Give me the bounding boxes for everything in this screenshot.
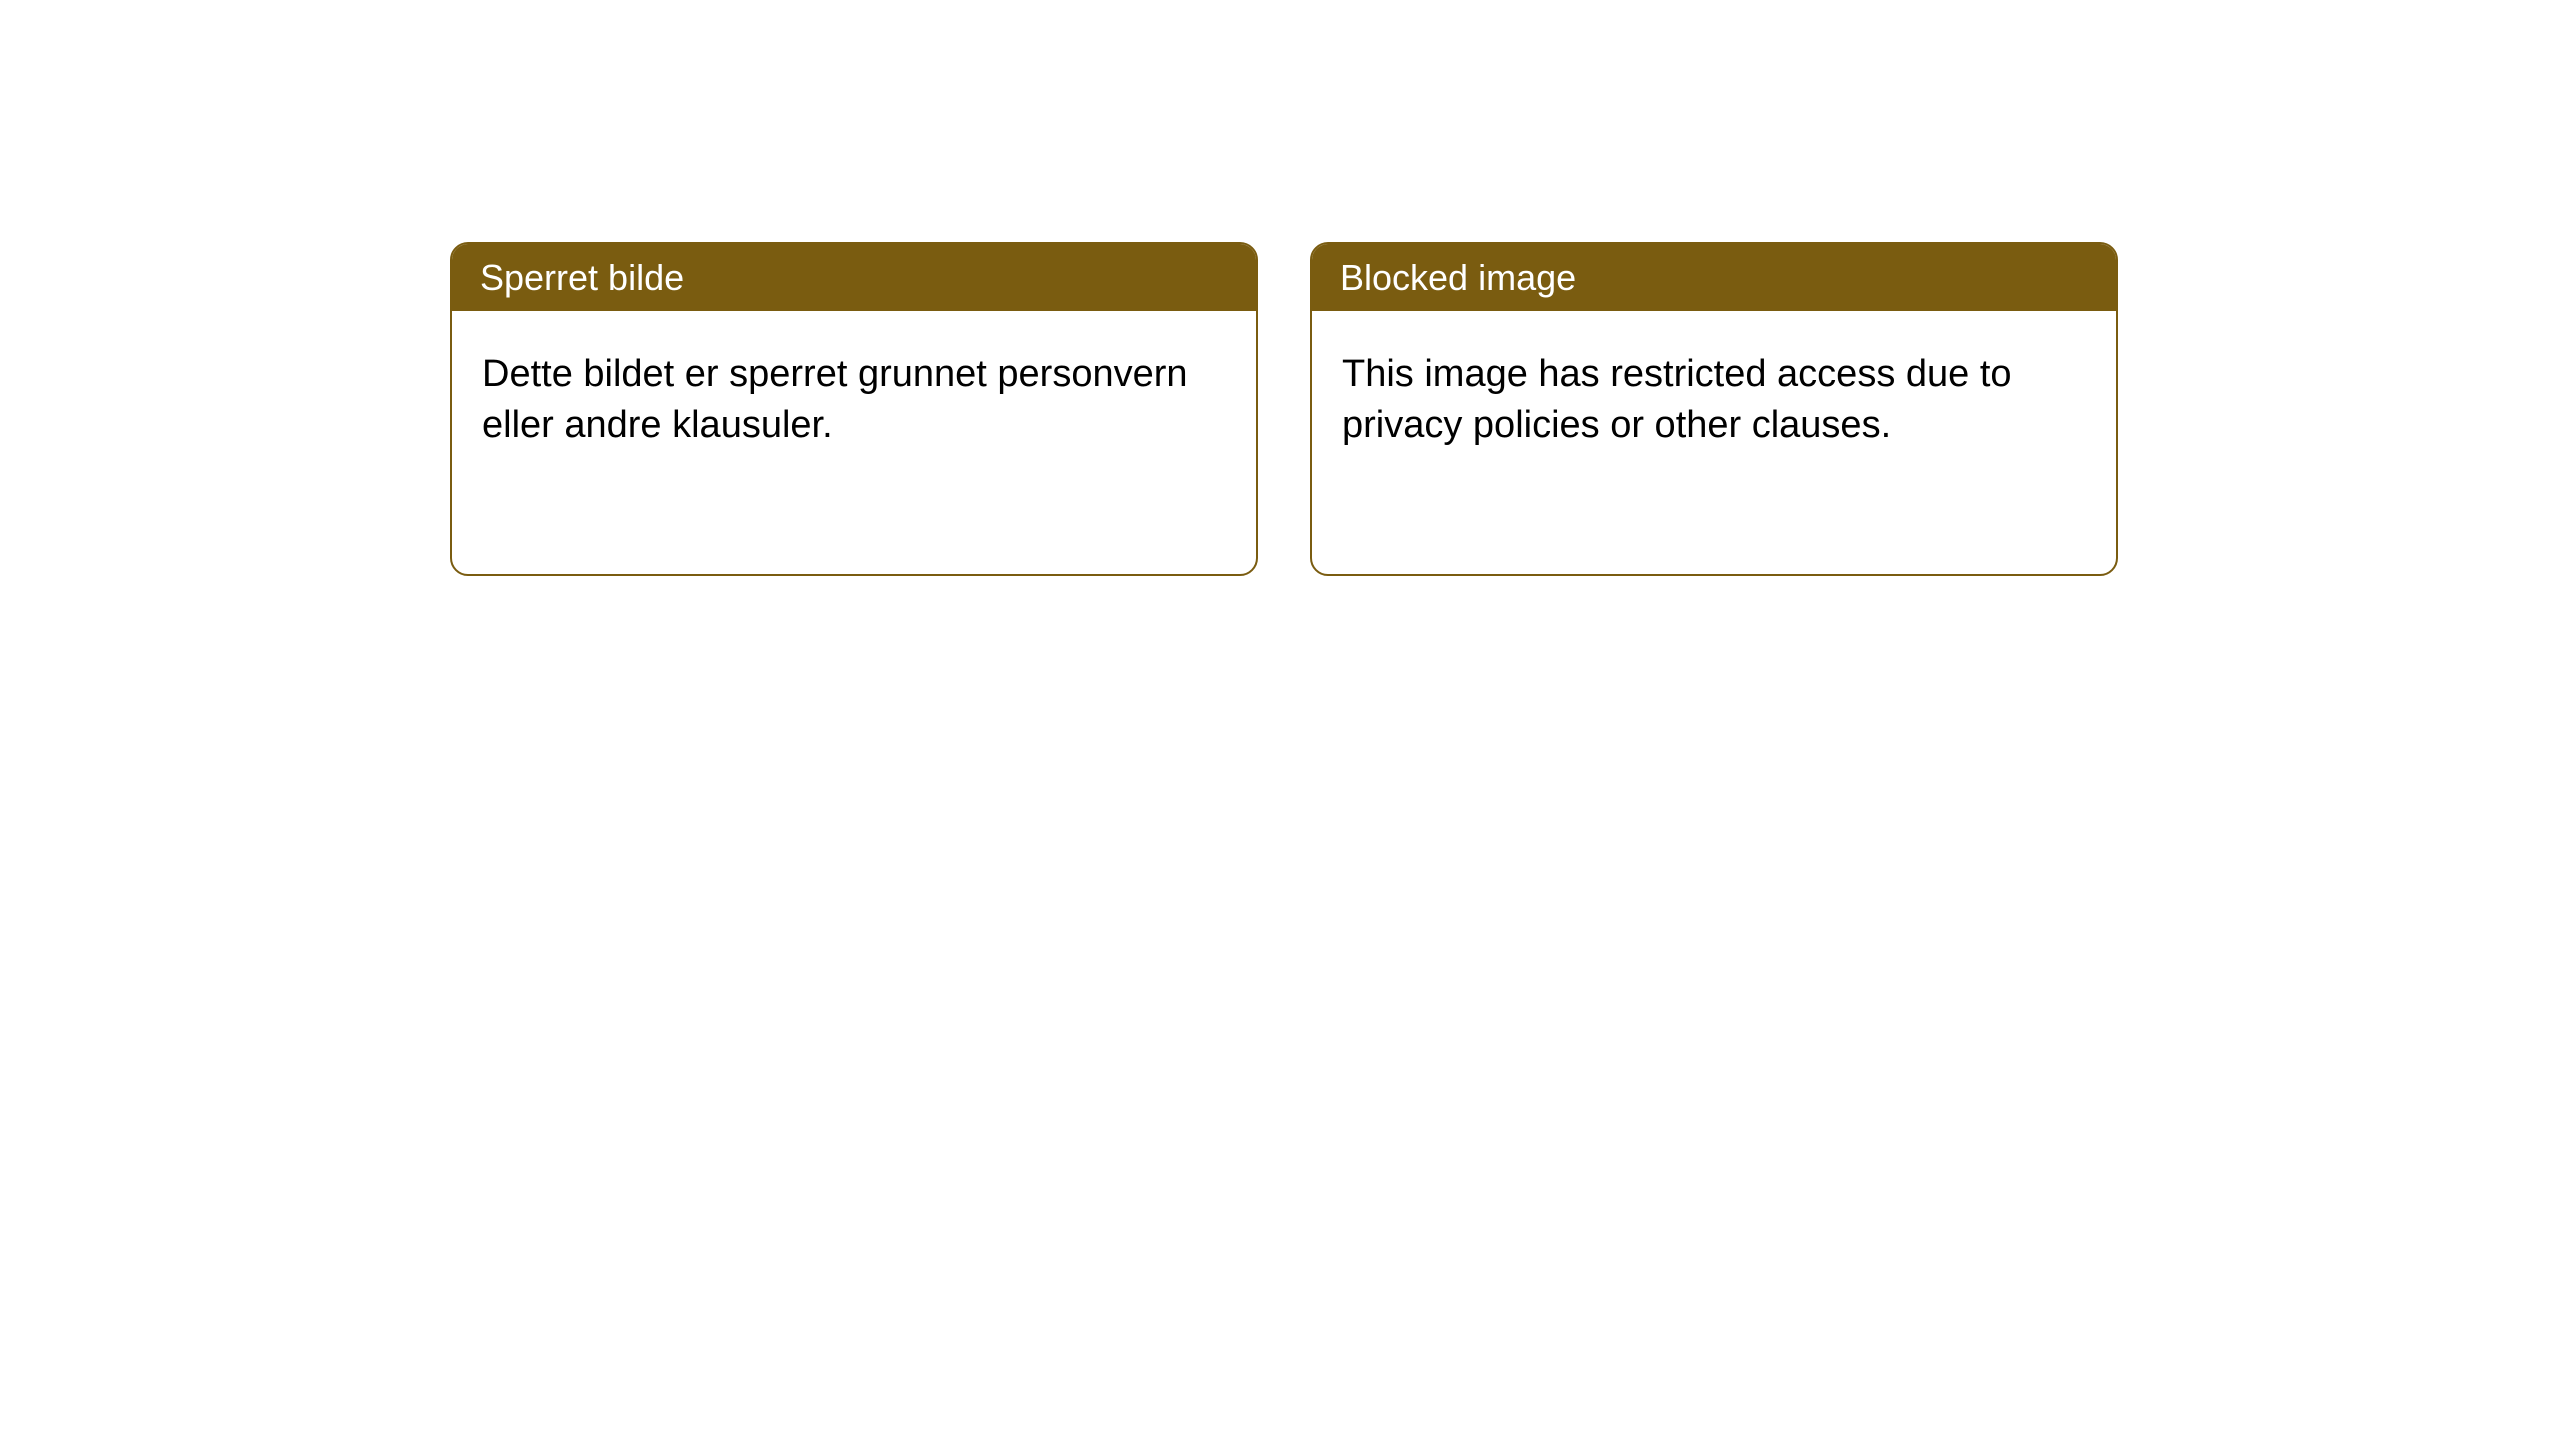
notice-body-english: This image has restricted access due to … [1312,311,2116,490]
notice-box-norwegian: Sperret bilde Dette bildet er sperret gr… [450,242,1258,576]
notice-box-english: Blocked image This image has restricted … [1310,242,2118,576]
notice-header-english: Blocked image [1312,244,2116,311]
notice-container: Sperret bilde Dette bildet er sperret gr… [0,0,2560,576]
notice-body-norwegian: Dette bildet er sperret grunnet personve… [452,311,1256,490]
notice-header-norwegian: Sperret bilde [452,244,1256,311]
